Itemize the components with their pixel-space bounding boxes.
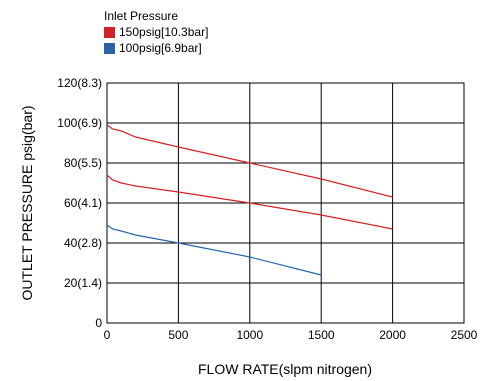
x-tick-label: 1000 — [236, 328, 263, 342]
legend-swatch-100psig — [104, 42, 115, 54]
series-lines — [106, 124, 393, 276]
x-tick-label: 2500 — [451, 328, 478, 342]
series-line-0-1 — [106, 174, 393, 230]
y-tick-label: 100(6.9) — [57, 116, 102, 130]
y-tick-label: 80(5.5) — [64, 156, 102, 170]
x-tick-label: 500 — [168, 328, 188, 342]
y-axis-label: OUTLET PRESSURE psig(bar) — [19, 105, 35, 300]
grid — [107, 83, 464, 323]
x-tick-label: 2000 — [379, 328, 406, 342]
legend: Inlet Pressure 150psig[10.3bar] 100psig[… — [104, 8, 208, 56]
legend-swatch-150psig — [104, 26, 115, 38]
series-line-1-0 — [106, 224, 322, 276]
legend-item-100psig: 100psig[6.9bar] — [104, 40, 208, 56]
y-tick-label: 120(8.3) — [57, 76, 102, 90]
y-tick-labels: 0 20(1.4) 40(2.8) 60(4.1) 80(5.5) 100(6.9) 120… — [57, 76, 102, 330]
legend-item-150psig: 150psig[10.3bar] — [104, 24, 208, 40]
y-tick-label: 20(1.4) — [64, 276, 102, 290]
series-line-0-0 — [106, 124, 393, 198]
legend-title: Inlet Pressure — [104, 9, 179, 23]
x-tick-labels: 0 500 1000 1500 2000 2500 — [104, 328, 478, 342]
legend-label-100psig: 100psig[6.9bar] — [119, 41, 202, 55]
x-tick-label: 0 — [104, 328, 111, 342]
y-tick-label: 0 — [95, 316, 102, 330]
y-tick-label: 40(2.8) — [64, 236, 102, 250]
x-axis-label: FLOW RATE(slpm nitrogen) — [198, 361, 372, 377]
y-tick-label: 60(4.1) — [64, 196, 102, 210]
legend-label-150psig: 150psig[10.3bar] — [119, 25, 209, 39]
x-tick-label: 1500 — [308, 328, 335, 342]
